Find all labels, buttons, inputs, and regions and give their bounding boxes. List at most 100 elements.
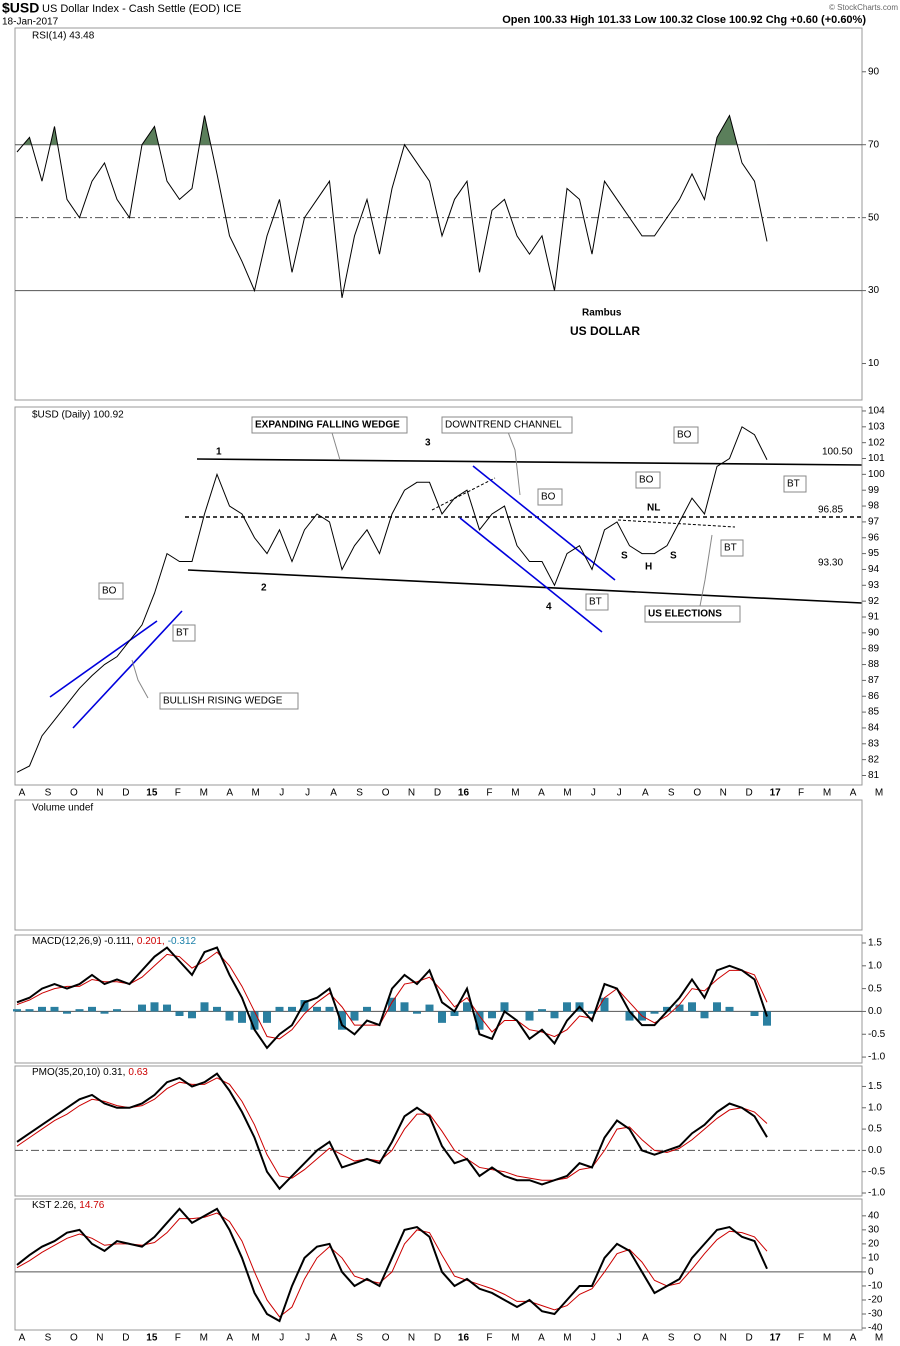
histogram-bar: [550, 1011, 559, 1019]
y-tick-label: 0.5: [868, 983, 882, 994]
annotation: 93.30: [818, 558, 843, 569]
series-line: [16, 1212, 768, 1318]
y-tick-label: 30: [868, 285, 880, 296]
x-tick-label: A: [538, 788, 545, 799]
rising-wedge-bottom: [72, 610, 183, 729]
histogram-bar: [50, 1006, 59, 1012]
y-tick-label: 0.0: [868, 1145, 882, 1156]
histogram-bar: [475, 1011, 484, 1030]
annotation-box: [783, 475, 807, 493]
y-tick-label: 102: [868, 437, 885, 448]
annotation: S: [670, 551, 677, 562]
histogram-bar: [363, 1006, 371, 1012]
annotation: BT: [176, 628, 189, 639]
channel-bottom: [459, 517, 603, 633]
connector: [131, 659, 149, 699]
panel: [14, 406, 863, 786]
x-tick-label: 16: [458, 1333, 470, 1344]
x-tick-label: S: [668, 1333, 675, 1344]
series-line: [16, 1077, 768, 1181]
y-tick-label: 40: [868, 1210, 880, 1221]
histogram-bar: [413, 1011, 421, 1014]
wedge-bottom: [187, 569, 863, 604]
annotation: BO: [677, 430, 692, 441]
annotation: H: [645, 562, 652, 573]
x-tick-label: S: [45, 1333, 52, 1344]
y-tick-label: 90: [868, 627, 880, 638]
panel: [14, 1065, 863, 1197]
y-tick-label: 88: [868, 659, 880, 670]
y-tick-label: 96: [868, 532, 880, 543]
annotation: BT: [724, 543, 737, 554]
y-tick-label: 92: [868, 596, 880, 607]
series-line: [16, 951, 768, 1040]
y-tick-label: -10: [868, 1281, 883, 1292]
y-tick-label: -1.0: [868, 1052, 886, 1063]
x-tick-label: N: [96, 788, 103, 799]
annotation: BO: [639, 475, 654, 486]
y-tick-label: 93: [868, 580, 880, 591]
panel-legend: KST 2.26, 14.76: [32, 1200, 105, 1211]
x-tick-label: D: [434, 1333, 441, 1344]
annotation: NL: [647, 503, 660, 514]
x-tick-label: D: [746, 1333, 753, 1344]
histogram-bar: [450, 1011, 459, 1016]
minor-line: [431, 477, 496, 511]
x-tick-label: J: [305, 788, 310, 799]
panel: [14, 27, 863, 401]
x-tick-label: O: [382, 788, 390, 799]
annotation: US DOLLAR: [570, 324, 640, 338]
annotation-box: [441, 416, 573, 434]
annotation-box: [172, 624, 196, 642]
x-tick-label: A: [19, 1333, 26, 1344]
y-tick-label: 1.5: [868, 938, 882, 949]
legend-item: 14.76: [79, 1200, 104, 1211]
x-tick-label: A: [642, 788, 649, 799]
histogram-bar: [700, 1011, 709, 1019]
histogram-bar: [100, 1011, 109, 1014]
histogram-bar: [350, 1011, 359, 1021]
symbol: $USD: [2, 0, 39, 16]
x-tick-label: J: [279, 788, 284, 799]
histogram-bar: [388, 997, 396, 1012]
annotation: BO: [541, 492, 556, 503]
x-tick-label: A: [850, 788, 857, 799]
y-tick-label: -0.5: [868, 1029, 886, 1040]
y-tick-label: 90: [868, 66, 880, 77]
annotation: 2: [261, 583, 267, 594]
legend-item: 0.201,: [137, 936, 165, 947]
x-tick-label: 15: [146, 788, 158, 799]
x-tick-label: A: [330, 1333, 337, 1344]
histogram-bar: [163, 1004, 171, 1012]
histogram-bar: [275, 1006, 284, 1012]
overbought-fill: [23, 115, 738, 145]
annotation: 96.85: [818, 505, 843, 516]
x-tick-label: M: [823, 1333, 831, 1344]
neckline: [617, 519, 736, 528]
x-tick-label: 16: [458, 788, 470, 799]
y-tick-label: -0.5: [868, 1166, 886, 1177]
x-tick-label: D: [122, 788, 129, 799]
histogram-bar: [213, 1006, 221, 1012]
annotation: DOWNTREND CHANNEL: [445, 420, 562, 431]
legend-item: 0.63: [128, 1067, 148, 1078]
y-tick-label: 101: [868, 453, 885, 464]
series-line: [16, 946, 768, 1050]
x-tick-label: F: [175, 1333, 181, 1344]
y-tick-label: 1.0: [868, 1102, 882, 1113]
x-tick-label: A: [226, 788, 233, 799]
y-tick-label: 10: [868, 358, 880, 369]
annotation-box: [537, 488, 563, 506]
x-tick-label: M: [252, 1333, 260, 1344]
x-tick-label: N: [720, 788, 727, 799]
histogram-bar: [225, 1011, 234, 1021]
x-tick-label: M: [511, 788, 519, 799]
histogram-bar: [138, 1004, 146, 1012]
annotation-box: [159, 692, 299, 710]
x-tick-label: M: [252, 788, 260, 799]
x-tick-label: A: [850, 1333, 857, 1344]
annotation-box: [673, 426, 699, 444]
x-tick-label: D: [122, 1333, 129, 1344]
histogram-bar: [538, 1009, 546, 1012]
